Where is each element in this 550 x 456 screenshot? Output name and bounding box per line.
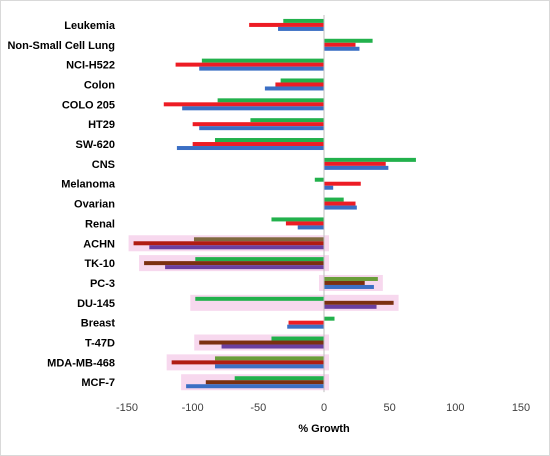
bar-pc-3-2 bbox=[324, 280, 365, 285]
bar-mcf-7-3 bbox=[186, 384, 324, 389]
bar-achn-3 bbox=[149, 245, 324, 250]
bar-tk-10-1 bbox=[195, 257, 324, 262]
category-label-ht29: HT29 bbox=[88, 119, 115, 131]
bar-du-145-2 bbox=[324, 300, 394, 305]
bar-tk-10-2 bbox=[144, 261, 324, 266]
category-label-renal: Renal bbox=[85, 218, 115, 230]
bar-t-47d-3 bbox=[221, 344, 324, 349]
bar-breast-3 bbox=[287, 324, 324, 329]
x-axis-title: % Growth bbox=[298, 423, 350, 435]
bar-pc-3-3 bbox=[324, 284, 374, 289]
category-label-pc-3: PC-3 bbox=[90, 278, 115, 290]
bar-colon-1 bbox=[280, 78, 324, 83]
category-label-tk-10: TK-10 bbox=[84, 258, 115, 270]
bar-colon-2 bbox=[275, 82, 324, 87]
bar-ht29-3 bbox=[199, 126, 324, 131]
category-label-sw-620: SW-620 bbox=[75, 139, 115, 151]
x-tick-label: 100 bbox=[446, 402, 464, 414]
category-labels: Leukemia Non-Small Cell Lung NCI-H522 Colon… bbox=[7, 20, 115, 389]
category-label-colo-205: COLO 205 bbox=[62, 99, 115, 111]
bar-renal-2 bbox=[285, 221, 324, 226]
bar-colo-205-1 bbox=[217, 98, 324, 103]
bar-cns-1 bbox=[324, 157, 416, 162]
bar-ovarian-2 bbox=[324, 201, 356, 206]
category-label-melanoma: Melanoma bbox=[61, 179, 116, 191]
bar-pc-3-1 bbox=[324, 276, 378, 281]
category-label-nci-h522: NCI-H522 bbox=[66, 60, 115, 72]
bar-renal-1 bbox=[271, 217, 324, 222]
bar-achn-2 bbox=[133, 241, 324, 246]
bar-sw-620-3 bbox=[176, 146, 324, 151]
bar-leukemia-1 bbox=[283, 18, 324, 23]
bar-ovarian-1 bbox=[324, 197, 344, 202]
bar-colon-3 bbox=[264, 86, 324, 91]
bar-melanoma-2 bbox=[324, 181, 361, 186]
bar-tk-10-3 bbox=[165, 265, 324, 270]
bar-leukemia-3 bbox=[278, 26, 324, 31]
x-tick-label: -100 bbox=[182, 402, 204, 414]
bar-melanoma-1 bbox=[314, 177, 324, 182]
bar-cns-2 bbox=[324, 161, 386, 166]
bar-sw-620-1 bbox=[214, 138, 324, 143]
bar-breast-1 bbox=[324, 316, 335, 321]
bar-mda-mb-468-3 bbox=[214, 364, 324, 369]
x-tick-label: 150 bbox=[512, 402, 530, 414]
bar-mda-mb-468-1 bbox=[214, 356, 324, 361]
category-label-mda-mb-468: MDA-MB-468 bbox=[47, 357, 115, 369]
bar-non-small-cell-lung-1 bbox=[324, 38, 373, 43]
bar-mda-mb-468-2 bbox=[171, 360, 324, 365]
category-label-du-145: DU-145 bbox=[77, 298, 115, 310]
bar-t-47d-1 bbox=[271, 336, 324, 341]
bar-non-small-cell-lung-3 bbox=[324, 46, 360, 51]
bar-sw-620-2 bbox=[192, 142, 324, 147]
category-label-colon: Colon bbox=[84, 79, 115, 91]
category-label-leukemia: Leukemia bbox=[64, 20, 116, 32]
bar-du-145-1 bbox=[195, 296, 324, 301]
category-label-t-47d: T-47D bbox=[85, 338, 115, 350]
bar-nci-h522-3 bbox=[199, 66, 324, 71]
bar-nci-h522-1 bbox=[201, 58, 324, 63]
bar-ht29-2 bbox=[192, 122, 324, 127]
x-tick-label: 0 bbox=[321, 402, 327, 414]
bar-t-47d-2 bbox=[199, 340, 324, 345]
bar-leukemia-2 bbox=[249, 22, 324, 27]
bar-du-145-3 bbox=[324, 304, 377, 309]
category-label-mcf-7: MCF-7 bbox=[81, 377, 115, 389]
x-tick-label: -50 bbox=[250, 402, 266, 414]
bar-mcf-7-2 bbox=[205, 380, 324, 385]
bar-renal-3 bbox=[297, 225, 324, 230]
bar-melanoma-3 bbox=[324, 185, 334, 190]
category-label-achn: ACHN bbox=[83, 238, 115, 250]
tick-labels: -150 -100 -50 0 50 100 150 bbox=[116, 402, 530, 414]
bar-ht29-1 bbox=[250, 118, 324, 123]
category-label-ovarian: Ovarian bbox=[74, 199, 115, 211]
bar-nci-h522-2 bbox=[175, 62, 324, 67]
bar-non-small-cell-lung-2 bbox=[324, 42, 356, 47]
bar-breast-2 bbox=[288, 320, 324, 325]
category-label-non-small-cell-lung: Non-Small Cell Lung bbox=[7, 40, 115, 52]
category-label-cns: CNS bbox=[92, 159, 115, 171]
bar-mcf-7-1 bbox=[234, 376, 324, 381]
category-label-breast: Breast bbox=[81, 318, 116, 330]
bar-cns-3 bbox=[324, 165, 389, 170]
x-tick-label: -150 bbox=[116, 402, 138, 414]
bar-colo-205-2 bbox=[163, 102, 324, 107]
bars-layer bbox=[133, 18, 416, 389]
bar-achn-1 bbox=[193, 237, 324, 242]
bar-ovarian-3 bbox=[324, 205, 357, 210]
bar-colo-205-3 bbox=[182, 106, 324, 111]
x-tick-label: 50 bbox=[384, 402, 396, 414]
